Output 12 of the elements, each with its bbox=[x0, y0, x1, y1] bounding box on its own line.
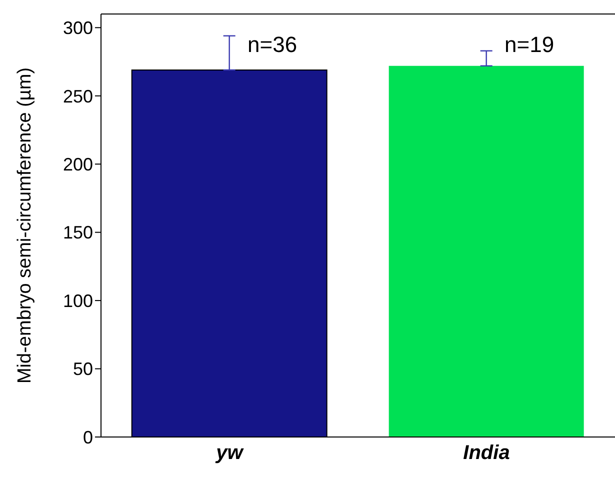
annotation: n=36 bbox=[248, 32, 298, 57]
y-tick-label: 250 bbox=[62, 86, 93, 106]
y-tick-label: 0 bbox=[82, 427, 93, 448]
y-tick-label: 50 bbox=[72, 359, 93, 380]
x-tick-label: yw bbox=[215, 442, 244, 464]
y-tick-label: 300 bbox=[62, 18, 93, 38]
y-axis-title: Mid-embryo semi-circumference (µm) bbox=[14, 67, 36, 384]
y-tick-label: 100 bbox=[62, 290, 93, 311]
y-tick-label: 200 bbox=[62, 154, 93, 174]
y-tick-label: 150 bbox=[62, 222, 93, 243]
annotation: n=19 bbox=[504, 32, 554, 57]
x-tick-label: India bbox=[463, 442, 510, 464]
